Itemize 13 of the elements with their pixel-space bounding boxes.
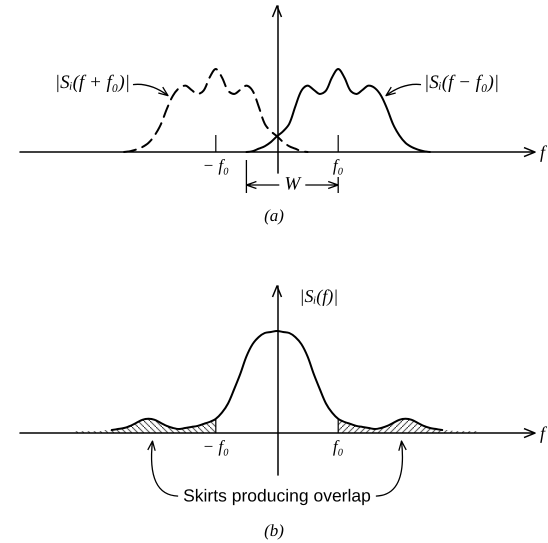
x-axis-title: f bbox=[540, 142, 548, 162]
legend-label: |Sᵢ(f − f₀)| bbox=[424, 72, 500, 93]
x-tick-label: − f₀ bbox=[202, 437, 230, 456]
text: W bbox=[284, 173, 302, 194]
x-tick-label: − f₀ bbox=[202, 156, 230, 176]
text: (a) bbox=[264, 206, 284, 225]
x-axis-title: f bbox=[540, 423, 548, 444]
x-tick-label: f₀ bbox=[332, 437, 344, 456]
text: Skirts producing overlap bbox=[183, 486, 371, 506]
text: (b) bbox=[264, 521, 284, 540]
text: |Sᵢ(f + f₀)| bbox=[54, 72, 130, 93]
x-tick-label: f₀ bbox=[332, 156, 344, 176]
y-axis-title: |Sᵢ(f)| bbox=[300, 286, 338, 306]
